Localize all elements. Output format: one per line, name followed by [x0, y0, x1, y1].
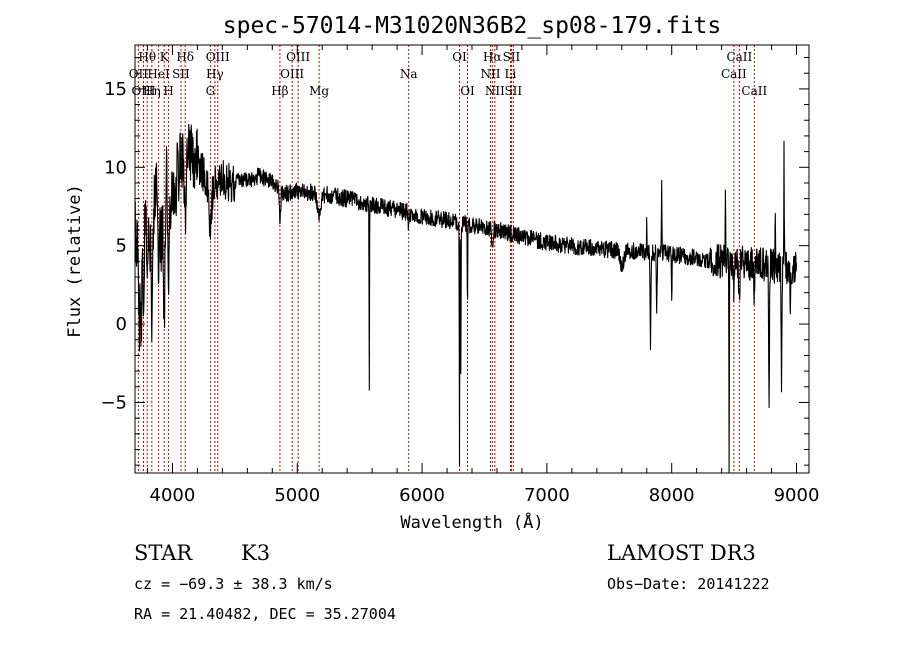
spectral-line-label: Na — [400, 67, 418, 81]
spectral-line-label: CaII — [721, 67, 747, 81]
spectral-line-label: OIII — [286, 50, 310, 64]
y-tick-label: 15 — [104, 79, 127, 100]
x-tick-label: 7000 — [524, 485, 570, 506]
object-subclass: K3 — [241, 541, 270, 565]
spectral-line-label: CaII — [741, 84, 767, 98]
spectral-line-label: OI — [452, 50, 467, 64]
spectral-line-label: SII — [503, 50, 521, 64]
spectral-line-label: Hγ — [206, 67, 224, 81]
x-axis-label: Wavelength (Å) — [400, 511, 543, 533]
x-tick-label: 6000 — [399, 485, 445, 506]
spectral-line-label: G — [206, 84, 216, 98]
spectral-line-label: SII — [504, 84, 522, 98]
y-tick-label: −5 — [100, 392, 127, 413]
spectral-line-label: OIII — [206, 50, 230, 64]
spectral-line-label: H — [163, 84, 173, 98]
spectral-line-markers — [137, 45, 755, 473]
object-class: STAR — [134, 541, 193, 565]
spectral-line-label: OI — [460, 84, 475, 98]
spectral-line-label: OIII — [280, 67, 304, 81]
spectrum-line — [134, 123, 798, 473]
y-tick-label: 5 — [116, 236, 127, 257]
spectral-line-label: OII — [129, 67, 149, 81]
y-axis-label: Flux (relative) — [65, 184, 85, 338]
x-tick-label: 9000 — [774, 485, 820, 506]
spectral-line-label: NII — [485, 84, 505, 98]
y-axis: −5 0 5 10 15 — [100, 57, 809, 466]
spectral-line-label: HeI — [147, 67, 170, 81]
coordinates-text: RA = 21.40482, DEC = 35.27004 — [134, 605, 396, 623]
spectral-line-label: Hη — [143, 84, 161, 98]
redshift-text: cz = −69.3 ± 38.3 km/s — [134, 575, 333, 593]
spectral-line-label: SII — [172, 67, 190, 81]
spectral-line-label: Hα — [483, 50, 502, 64]
survey-name: LAMOST DR3 — [607, 541, 756, 565]
spectral-line-label: Mg — [309, 84, 329, 98]
y-tick-label: 10 — [104, 157, 127, 178]
spectral-line-label: Li — [505, 67, 517, 81]
chart-title: spec-57014-M31020N36B2_sp08-179.fits — [223, 13, 722, 39]
y-tick-label: 0 — [116, 314, 127, 335]
spectral-line-label: K — [160, 50, 170, 64]
spectral-line-label: CaII — [726, 50, 752, 64]
spectral-line-label: NII — [480, 67, 500, 81]
spectral-line-label: OIII — [131, 84, 155, 98]
x-tick-label: 8000 — [649, 485, 695, 506]
spectral-line-label: Hβ — [271, 84, 288, 98]
x-tick-label: 4000 — [150, 485, 196, 506]
spectral-line-label: Hθ — [138, 50, 156, 64]
spectral-line-label: Hδ — [176, 50, 194, 64]
x-axis: 4000 5000 6000 7000 8000 9000 — [146, 45, 820, 506]
x-tick-label: 5000 — [274, 485, 320, 506]
obs-date-text: Obs−Date: 20141222 — [607, 575, 770, 593]
